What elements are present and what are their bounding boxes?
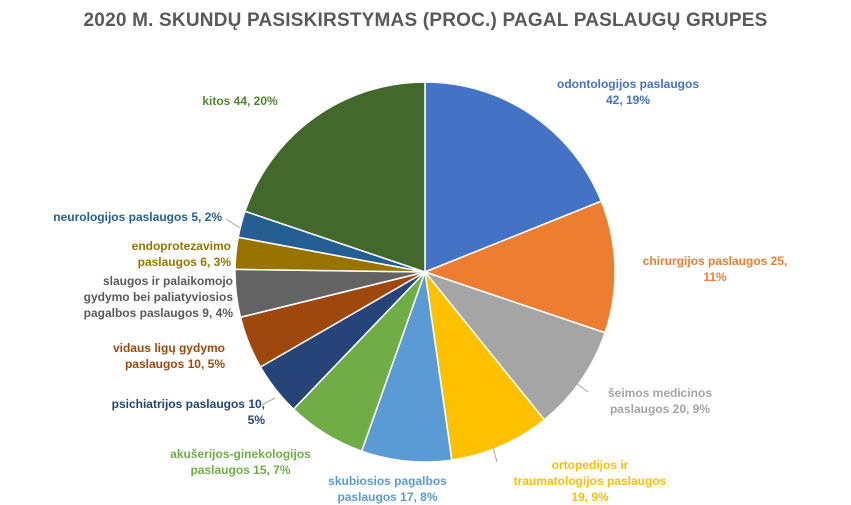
slice-label-line: paslaugos 17, 8% bbox=[337, 490, 438, 504]
slice-label-line: 19, 9% bbox=[571, 490, 609, 504]
slice-label-5: akušerijos-ginekologijos paslaugos 15, 7% bbox=[158, 446, 323, 478]
slice-label-line: chirurgijos paslaugos 25, bbox=[642, 254, 788, 268]
slice-label-1: chirurgijos paslaugos 25, 11% bbox=[615, 253, 815, 285]
slice-label-line: vidaus ligų gydymo bbox=[112, 341, 225, 355]
slice-label-line: pagalbos paslaugos 9, 4% bbox=[83, 306, 233, 320]
slice-label-4: skubiosios pagalbos paslaugos 17, 8% bbox=[315, 473, 460, 505]
slice-label-3: ortopedijos ir traumatologijos paslaugos 1… bbox=[505, 457, 675, 505]
slice-label-line: slaugos ir palaikomojo bbox=[102, 274, 233, 288]
slice-label-line: 11% bbox=[703, 270, 727, 284]
slice-label-line: kitos 44, 20% bbox=[202, 94, 278, 108]
leader-lines bbox=[225, 218, 589, 463]
slice-label-line: paslaugos 20, 9% bbox=[609, 402, 711, 416]
chart-title: 2020 M. SKUNDŲ PASISKIRSTYMAS (PROC.) PA… bbox=[83, 10, 768, 31]
leader-line-3 bbox=[492, 446, 498, 463]
slice-label-line: paslaugos 15, 7% bbox=[190, 463, 291, 477]
slice-label-0: odontologijos paslaugos 42, 19% bbox=[508, 76, 748, 108]
slice-label-line: odontologijos paslaugos bbox=[557, 77, 699, 91]
pie-slices bbox=[234, 81, 616, 463]
leader-line-2 bbox=[575, 382, 589, 393]
slice-label-9: endoprotezavimo paslaugos 6, 3% bbox=[100, 238, 231, 270]
slice-label-line: ortopedijos ir bbox=[551, 458, 629, 472]
leader-line-10 bbox=[225, 218, 241, 229]
slice-label-line: gydymo bei paliatyviosios bbox=[83, 290, 233, 304]
pie-slice-2 bbox=[422, 270, 606, 421]
slice-label-line: psichiatrijos paslaugos 10, bbox=[111, 397, 265, 411]
slice-label-line: endoprotezavimo bbox=[131, 239, 231, 253]
slice-label-10: neurologijos paslaugos 5, 2% bbox=[40, 209, 222, 225]
slice-label-11: kitos 44, 20% bbox=[170, 93, 310, 109]
pie-slice-3 bbox=[423, 269, 546, 461]
slice-label-6: psichiatrijos paslaugos 10, 5% bbox=[100, 396, 265, 428]
pie-slice-0 bbox=[424, 81, 603, 274]
slice-label-line: paslaugos 6, 3% bbox=[137, 255, 231, 269]
pie-slice-11 bbox=[244, 81, 426, 274]
slice-label-line: paslaugos 10, 5% bbox=[124, 357, 225, 371]
slice-label-line: šeimos medicinos bbox=[607, 386, 713, 400]
slice-label-7: vidaus ligų gydymo paslaugos 10, 5% bbox=[95, 340, 225, 372]
slice-label-line: neurologijos paslaugos 5, 2% bbox=[53, 210, 222, 224]
slice-label-line: akušerijos-ginekologijos bbox=[170, 447, 311, 461]
slice-label-8: slaugos ir palaikomojo gydymo bei paliaty… bbox=[55, 273, 233, 321]
leader-line-6 bbox=[261, 397, 276, 406]
slice-label-line: traumatologijos paslaugos bbox=[513, 474, 667, 488]
slice-label-line: 42, 19% bbox=[605, 93, 651, 107]
slice-label-line: skubiosios pagalbos bbox=[328, 474, 447, 488]
slice-label-2: šeimos medicinos paslaugos 20, 9% bbox=[590, 385, 730, 417]
slice-label-line: 5% bbox=[247, 413, 265, 427]
pie-slice-1 bbox=[422, 200, 616, 334]
